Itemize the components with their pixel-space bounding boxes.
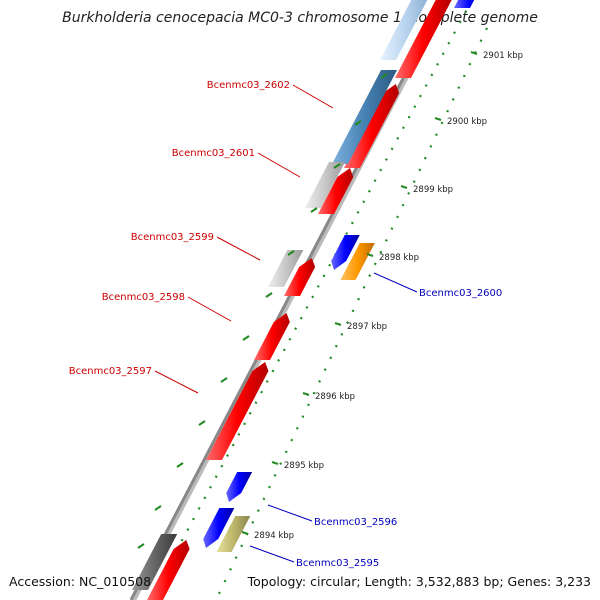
gene-block-fwd-2601[interactable] (318, 168, 354, 214)
gene-block-gray-2599[interactable] (268, 250, 304, 287)
gene-label-bcenmc03_2600[interactable]: Bcenmc03_2600 (419, 288, 502, 299)
gene-block-rev-2596[interactable] (226, 472, 253, 502)
tick-label-4: 2898 kbp (379, 253, 419, 263)
tick-mark-5 (400, 185, 408, 189)
tick-label-2: 2896 kbp (315, 392, 355, 402)
gene-block-fwd-2598[interactable] (254, 313, 290, 360)
tick-label-6: 2900 kbp (447, 117, 487, 127)
gene-block-khaki-2595[interactable] (216, 516, 251, 552)
tick-mark-4 (366, 253, 374, 257)
tick-mark-2 (302, 392, 310, 396)
gene-label-bcenmc03_2597[interactable]: Bcenmc03_2597 (69, 366, 152, 377)
outer-dash-5 (265, 292, 273, 298)
outer-dash-1 (354, 120, 362, 126)
tick-mark-1 (271, 461, 279, 465)
tick-mark-7 (470, 51, 478, 55)
gene-label-bcenmc03_2602[interactable]: Bcenmc03_2602 (207, 80, 290, 91)
gene-block-gray-2601[interactable] (305, 162, 345, 208)
leader-line-bcenmc03_2600 (373, 272, 418, 293)
gene-block-orange-2600[interactable] (340, 243, 375, 280)
outer-dash-4 (287, 250, 295, 256)
leader-line-bcenmc03_2599 (216, 236, 261, 261)
outer-dash-3 (310, 207, 318, 213)
outer-dash-0 (380, 73, 388, 79)
gene-label-bcenmc03_2598[interactable]: Bcenmc03_2598 (102, 292, 185, 303)
gene-block-rev-top[interactable] (454, 0, 485, 8)
gene-block-fwd-2602[interactable] (395, 0, 452, 78)
outer-dash-9 (176, 462, 184, 468)
accession-text: Accession: NC_010508 (9, 574, 152, 589)
leader-line-bcenmc03_2598 (187, 296, 232, 322)
outer-dotted-guide (149, 0, 473, 600)
tick-mark-3 (334, 322, 342, 326)
tick-label-7: 2901 kbp (483, 51, 523, 61)
tick-label-1: 2895 kbp (284, 461, 324, 471)
leader-line-bcenmc03_2601 (257, 152, 301, 178)
gene-label-bcenmc03_2596[interactable]: Bcenmc03_2596 (314, 517, 397, 528)
leader-line-bcenmc03_2602 (292, 84, 334, 109)
topology-text: Topology: circular; Length: 3,532,883 bp… (247, 574, 591, 589)
tick-label-5: 2899 kbp (413, 185, 453, 195)
gene-block-fwd-last[interactable] (147, 540, 190, 600)
gene-block-dim[interactable] (132, 534, 178, 590)
tick-mark-0 (241, 531, 249, 535)
gene-block-fwd-2599[interactable] (284, 258, 316, 296)
outer-dash-7 (220, 377, 228, 383)
outer-dash-6 (242, 335, 250, 341)
gene-block-fwd-2597[interactable] (206, 362, 269, 460)
gene-label-bcenmc03_2599[interactable]: Bcenmc03_2599 (131, 232, 214, 243)
tick-label-0: 2894 kbp (254, 531, 294, 541)
tick-mark-6 (434, 117, 442, 121)
outer-dash-11 (137, 543, 145, 549)
leader-line-bcenmc03_2596 (267, 504, 313, 522)
outer-dash-8 (198, 420, 206, 426)
gene-block-steel-2602[interactable] (332, 70, 398, 164)
gene-label-bcenmc03_2601[interactable]: Bcenmc03_2601 (172, 148, 255, 159)
tick-label-3: 2897 kbp (347, 322, 387, 332)
gene-block-fwd-2602b[interactable] (344, 84, 400, 168)
leader-line-bcenmc03_2597 (154, 370, 199, 394)
leader-line-bcenmc03_2595 (249, 545, 295, 563)
outer-dash-10 (154, 505, 162, 511)
gene-label-bcenmc03_2595[interactable]: Bcenmc03_2595 (296, 558, 379, 569)
outer-dash-2 (333, 163, 341, 169)
inner-dotted-guide (215, 27, 488, 600)
gene-block-lightblue[interactable] (380, 0, 428, 60)
gene-block-rev-2595[interactable] (203, 508, 235, 548)
gene-block-rev-2600[interactable] (331, 235, 360, 270)
